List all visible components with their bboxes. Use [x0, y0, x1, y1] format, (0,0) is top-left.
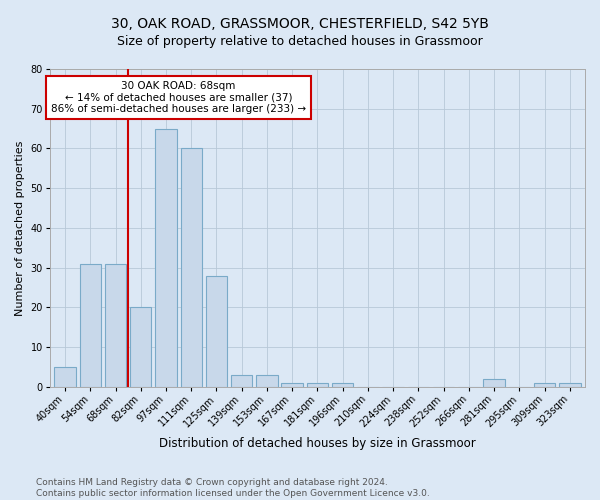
Bar: [105, 264, 126, 386]
Bar: [332, 382, 353, 386]
Bar: [80, 264, 101, 386]
Text: Contains HM Land Registry data © Crown copyright and database right 2024.
Contai: Contains HM Land Registry data © Crown c…: [36, 478, 430, 498]
Bar: [256, 375, 278, 386]
Y-axis label: Number of detached properties: Number of detached properties: [15, 140, 25, 316]
Bar: [534, 382, 556, 386]
Bar: [130, 308, 151, 386]
Bar: [181, 148, 202, 386]
Bar: [559, 382, 581, 386]
Text: 30, OAK ROAD, GRASSMOOR, CHESTERFIELD, S42 5YB: 30, OAK ROAD, GRASSMOOR, CHESTERFIELD, S…: [111, 18, 489, 32]
Text: Size of property relative to detached houses in Grassmoor: Size of property relative to detached ho…: [117, 35, 483, 48]
Bar: [484, 379, 505, 386]
Text: 30 OAK ROAD: 68sqm
← 14% of detached houses are smaller (37)
86% of semi-detache: 30 OAK ROAD: 68sqm ← 14% of detached hou…: [51, 81, 306, 114]
Bar: [307, 382, 328, 386]
Bar: [54, 367, 76, 386]
Bar: [206, 276, 227, 386]
Bar: [231, 375, 253, 386]
Bar: [155, 128, 177, 386]
Bar: [281, 382, 303, 386]
X-axis label: Distribution of detached houses by size in Grassmoor: Distribution of detached houses by size …: [159, 437, 476, 450]
